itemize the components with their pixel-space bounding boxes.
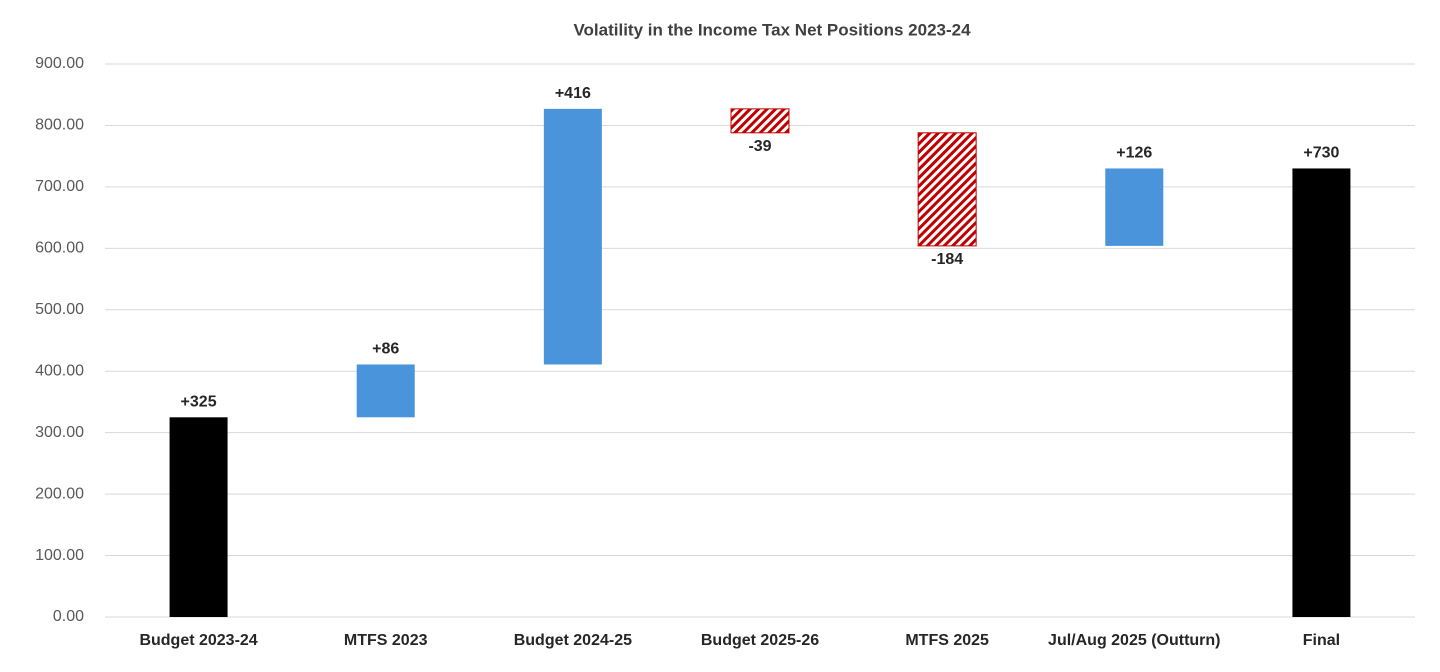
chart-title: Volatility in the Income Tax Net Positio… xyxy=(573,20,971,39)
x-tick-label: Budget 2024-25 xyxy=(514,632,632,649)
value-label: -184 xyxy=(931,251,963,268)
bar xyxy=(917,132,977,247)
bar xyxy=(169,417,228,617)
value-label: +325 xyxy=(181,394,217,411)
y-tick-label: 800.00 xyxy=(35,117,84,134)
value-label: +416 xyxy=(555,85,591,102)
bar xyxy=(730,108,790,134)
x-tick-label: Budget 2023-24 xyxy=(139,632,257,649)
y-tick-label: 400.00 xyxy=(35,362,84,379)
x-tick-label: MTFS 2025 xyxy=(905,632,989,649)
x-tick-label: Budget 2025-26 xyxy=(701,632,819,649)
y-tick-label: 300.00 xyxy=(35,424,84,441)
bar xyxy=(356,364,415,418)
bar xyxy=(1292,168,1351,617)
y-tick-label: 0.00 xyxy=(53,608,84,625)
x-tick-label: MTFS 2023 xyxy=(344,632,428,649)
y-tick-label: 500.00 xyxy=(35,301,84,318)
value-label: +126 xyxy=(1116,145,1152,162)
bar xyxy=(543,108,602,365)
bar xyxy=(1105,168,1164,246)
value-label: +730 xyxy=(1303,145,1339,162)
y-tick-label: 200.00 xyxy=(35,485,84,502)
x-tick-label: Jul/Aug 2025 (Outturn) xyxy=(1048,632,1220,649)
y-tick-label: 100.00 xyxy=(35,547,84,564)
value-label: -39 xyxy=(748,138,771,155)
value-label: +86 xyxy=(372,341,399,358)
y-tick-label: 900.00 xyxy=(35,55,84,72)
y-tick-label: 700.00 xyxy=(35,178,84,195)
x-tick-label: Final xyxy=(1303,632,1340,649)
y-tick-label: 600.00 xyxy=(35,240,84,257)
